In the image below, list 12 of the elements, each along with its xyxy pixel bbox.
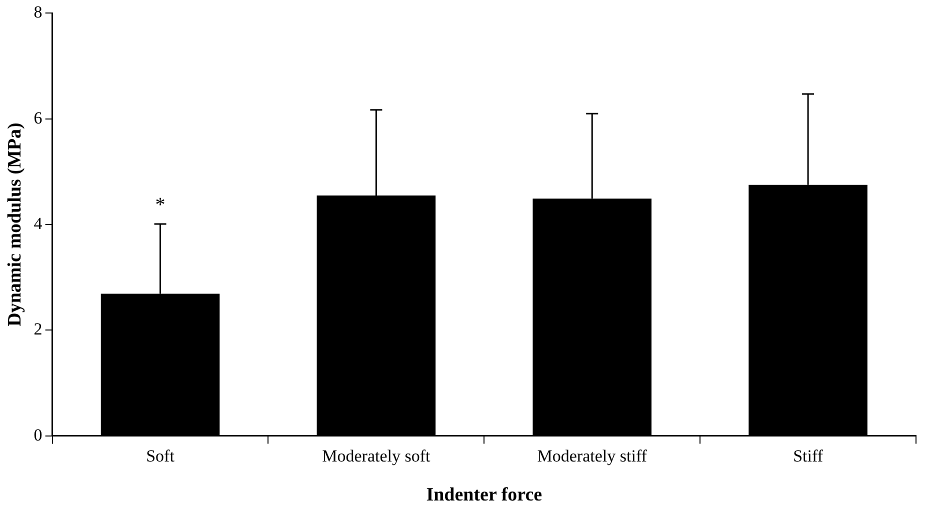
y-axis-title: Dynamic modulus (MPa) — [4, 122, 26, 326]
y-tick-label: 4 — [34, 214, 43, 233]
y-tick-label: 6 — [34, 108, 42, 128]
x-tick-label: Moderately soft — [322, 446, 431, 466]
x-tick-label: Moderately stiff — [537, 446, 648, 466]
x-tick-label: Soft — [146, 446, 175, 466]
y-tick-label: 8 — [34, 2, 42, 22]
y-tick-label: 0 — [34, 425, 42, 444]
x-tick-label: Stiff — [793, 446, 824, 466]
annotation: * — [155, 194, 166, 216]
x-axis-title: Indenter force — [426, 484, 542, 506]
y-tick-label: 2 — [34, 320, 42, 339]
